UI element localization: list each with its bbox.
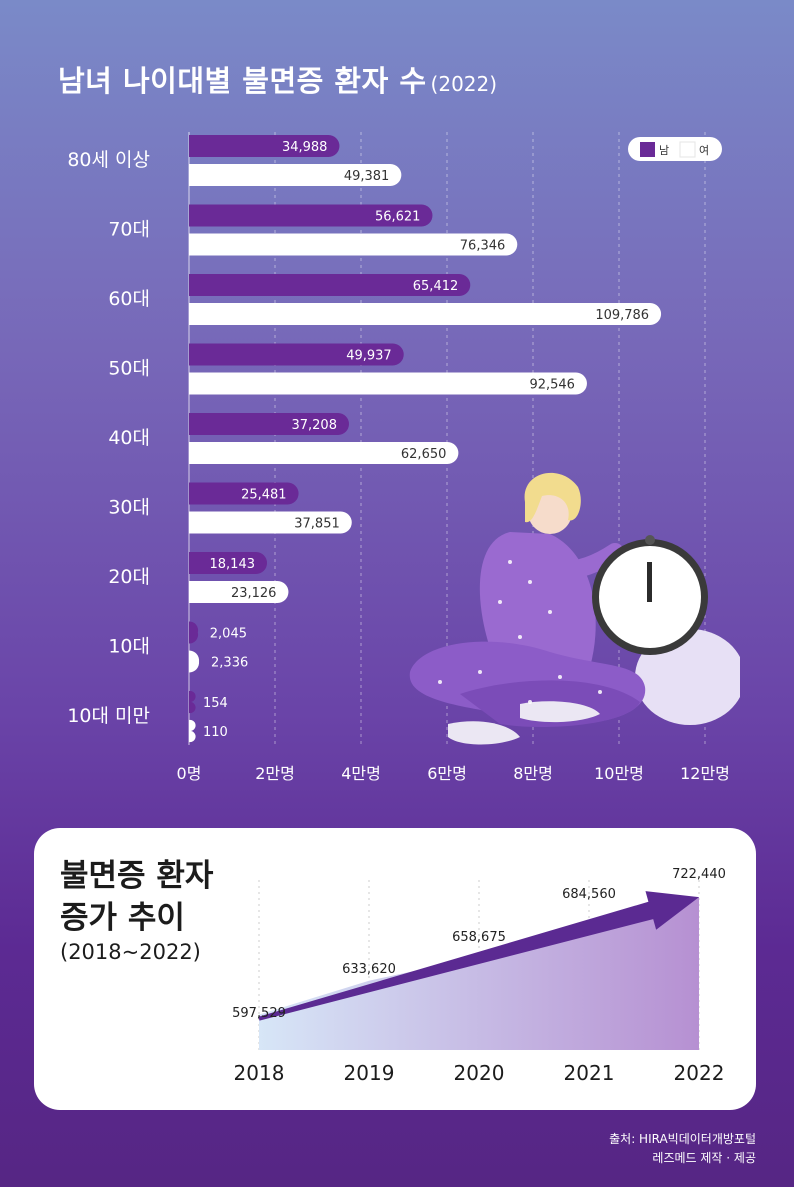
data-label: 25,481 (241, 488, 287, 503)
data-label: 76,346 (460, 239, 506, 254)
trend-title-line1: 불면증 환자 (60, 858, 214, 894)
data-label: 65,412 (413, 279, 459, 294)
legend-label-female: 여 (699, 144, 709, 157)
category-label: 30대 (108, 497, 150, 519)
foot-left (448, 721, 520, 745)
bar-male (189, 413, 349, 435)
x-tick-label: 8만명 (513, 764, 553, 783)
data-label: 49,381 (344, 169, 390, 184)
bar-female (189, 650, 200, 673)
source-line2: 레즈메드 제작 · 제공 (652, 1151, 756, 1165)
clock-knob (645, 535, 655, 545)
legend-swatch-male (640, 142, 655, 157)
source-line1: 출처: HIRA빅데이터개방포털 (609, 1132, 756, 1146)
data-label: 62,650 (401, 447, 447, 462)
data-label: 2,045 (210, 627, 247, 642)
category-label: 20대 (108, 566, 150, 588)
data-label: 56,621 (375, 210, 421, 225)
data-label: 18,143 (210, 557, 256, 572)
category-label: 60대 (108, 288, 150, 310)
bar-male (189, 690, 196, 714)
bar-female (189, 719, 196, 743)
trend-year-label: 2019 (344, 1061, 395, 1085)
data-label: 2,336 (211, 656, 248, 671)
x-tick-label: 10만명 (594, 764, 644, 783)
x-tick-label: 6만명 (427, 764, 467, 783)
foot-right (520, 701, 600, 723)
bar-female (189, 303, 662, 325)
page-title: 남녀 나이대별 불면증 환자 수 (2022) (58, 58, 497, 100)
trend-year-label: 2018 (234, 1061, 285, 1085)
bar-female (189, 442, 459, 464)
trend-value-label: 633,620 (342, 962, 396, 977)
x-tick-label: 4만명 (341, 764, 381, 783)
bar-male (189, 621, 199, 644)
x-tick-label: 12만명 (680, 764, 730, 783)
category-label: 40대 (108, 427, 150, 449)
bar-male (189, 552, 268, 574)
bar-female (189, 372, 587, 395)
bar-female (189, 164, 402, 186)
bar-male (189, 135, 340, 157)
age-gender-bar-chart: 34,988 49,381 56,621 76,346 65,412 109,786 49,… (67, 135, 730, 783)
data-label: 23,126 (231, 586, 277, 601)
data-label: 154 (203, 696, 228, 711)
data-label: 49,937 (346, 349, 392, 364)
x-tick-label: 2만명 (255, 764, 295, 783)
trend-arrow (258, 891, 699, 1021)
trend-value-label: 684,560 (562, 887, 616, 902)
clock-hand (647, 562, 652, 602)
data-label: 110 (203, 725, 228, 740)
hair-shape (524, 472, 581, 523)
data-label: 37,208 (291, 418, 337, 433)
trend-title: 불면증 환자 증가 추이 (60, 855, 213, 939)
chart-legend: 남 여 (628, 137, 722, 161)
bar-female (189, 581, 289, 603)
bar-female (189, 511, 352, 534)
category-label: 70대 (108, 219, 150, 241)
legend-label-male: 남 (659, 144, 669, 157)
bar-male (189, 482, 299, 505)
trend-value-label: 722,440 (672, 867, 726, 882)
category-label: 10대 미만 (67, 705, 150, 727)
source-credit: 출처: HIRA빅데이터개방포털 레즈메드 제작 · 제공 (609, 1130, 756, 1168)
pajama-dots (438, 560, 602, 704)
data-label: 109,786 (595, 308, 649, 323)
woman-with-clock-illustration (409, 472, 740, 745)
trend-value-label: 658,675 (452, 930, 506, 945)
trend-year-label: 2022 (674, 1061, 725, 1085)
trend-title-line2: 증가 추이 (60, 900, 185, 936)
category-label: 80세 이상 (67, 149, 150, 171)
data-label: 92,546 (529, 378, 575, 393)
category-label: 10대 (108, 636, 150, 658)
bar-female (189, 233, 518, 256)
bar-male (189, 343, 404, 366)
data-label: 34,988 (282, 140, 328, 155)
title-year: (2022) (430, 72, 498, 96)
legend-swatch-female (679, 141, 696, 158)
category-label: 50대 (108, 358, 150, 380)
bar-male (189, 274, 471, 296)
title-text: 남녀 나이대별 불면증 환자 수 (58, 64, 427, 98)
trend-year-label: 2020 (454, 1061, 505, 1085)
trend-year-label: 2021 (564, 1061, 615, 1085)
trend-value-label: 597,529 (232, 1006, 286, 1021)
x-tick-label: 0명 (177, 764, 202, 783)
bar-male (189, 204, 433, 227)
trend-range: (2018~2022) (60, 940, 201, 964)
data-label: 37,851 (294, 517, 340, 532)
